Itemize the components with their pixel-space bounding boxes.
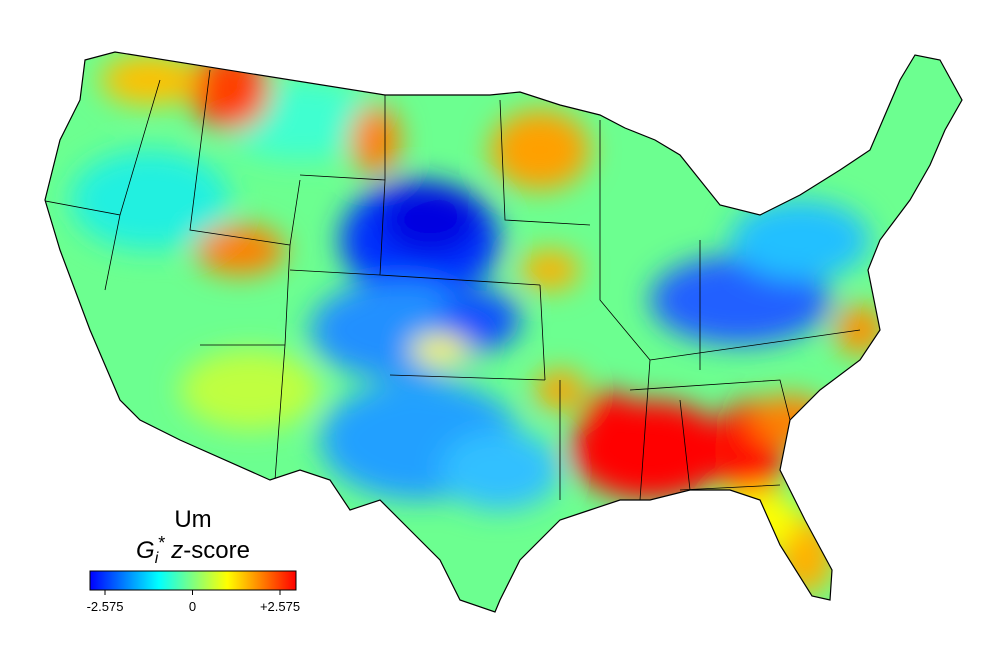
- legend-title: Um: [174, 506, 211, 533]
- colorbar-ticks: -2.575 0 +2.575: [87, 590, 300, 614]
- tick-label: +2.575: [260, 599, 300, 614]
- state-borders: [45, 69, 861, 501]
- colorbar: [89, 570, 297, 591]
- subscript: i: [155, 550, 159, 567]
- suffix: -score: [183, 537, 250, 564]
- us-outline: [44, 51, 963, 613]
- symbol: G: [136, 537, 155, 564]
- tick-label: -2.575: [87, 599, 124, 614]
- superscript: *: [158, 533, 165, 553]
- tick-label: 0: [189, 599, 196, 614]
- legend-subtitle: Gi* z-score: [136, 533, 250, 567]
- variable: z: [170, 537, 183, 564]
